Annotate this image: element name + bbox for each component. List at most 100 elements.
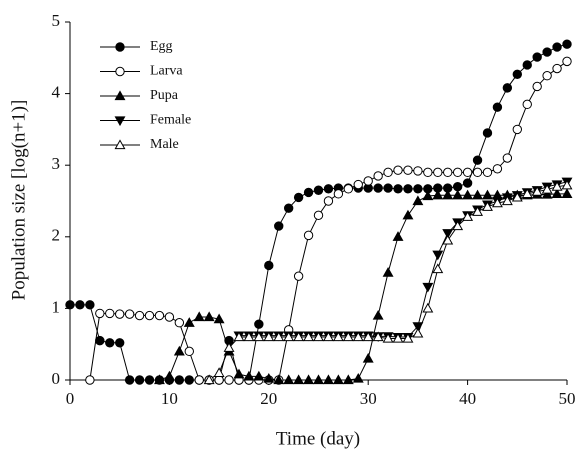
marker	[373, 171, 383, 181]
marker	[183, 317, 195, 327]
marker	[283, 331, 295, 342]
marker	[203, 374, 215, 385]
marker	[95, 335, 105, 346]
marker	[412, 327, 424, 338]
marker	[413, 166, 423, 176]
legend-marker	[115, 42, 125, 52]
marker	[541, 183, 553, 194]
marker	[491, 197, 503, 208]
marker	[413, 184, 423, 194]
marker	[542, 71, 552, 81]
marker	[214, 375, 224, 385]
series-line	[159, 193, 567, 381]
marker	[313, 185, 324, 195]
y-axis-label: Population size [log(n+1)]	[8, 100, 29, 301]
marker	[253, 331, 265, 342]
marker	[472, 167, 483, 178]
marker	[383, 167, 393, 178]
x-tick-label: 50	[559, 389, 576, 408]
marker	[562, 56, 572, 67]
marker	[423, 167, 433, 178]
series-line	[238, 181, 568, 338]
legend-label: Female	[150, 113, 191, 128]
marker	[303, 187, 314, 198]
marker	[333, 189, 344, 199]
marker	[283, 374, 295, 385]
marker	[502, 153, 513, 163]
marker	[422, 282, 434, 293]
marker	[254, 319, 264, 329]
marker	[462, 167, 473, 178]
x-tick-label: 20	[260, 389, 277, 408]
marker	[522, 60, 532, 70]
marker	[452, 181, 463, 192]
marker	[432, 189, 444, 200]
marker	[443, 167, 453, 178]
marker	[512, 124, 522, 135]
marker	[372, 331, 384, 342]
marker	[163, 370, 175, 381]
marker	[313, 331, 324, 342]
marker	[233, 368, 245, 379]
marker	[332, 374, 344, 385]
marker	[373, 183, 383, 193]
marker	[393, 184, 403, 194]
marker	[273, 331, 285, 342]
marker	[184, 346, 194, 357]
marker	[144, 375, 155, 385]
y-tick-label: 5	[52, 11, 61, 30]
marker	[531, 186, 543, 196]
marker	[144, 310, 155, 321]
marker	[263, 331, 275, 342]
marker	[532, 81, 542, 92]
marker	[541, 188, 553, 199]
marker	[402, 209, 414, 220]
marker	[342, 374, 354, 385]
marker	[383, 183, 393, 193]
marker	[422, 190, 434, 201]
marker	[403, 165, 413, 175]
marker	[213, 313, 225, 324]
marker	[362, 331, 374, 342]
marker	[213, 367, 225, 377]
marker	[263, 372, 275, 383]
marker	[273, 374, 285, 385]
marker	[452, 167, 463, 178]
y-tick-label: 0	[52, 369, 61, 388]
marker	[105, 338, 115, 348]
marker	[322, 331, 334, 342]
legend-marker	[114, 116, 126, 127]
y-tick-label: 3	[52, 154, 61, 173]
marker	[75, 300, 85, 310]
marker	[522, 99, 532, 110]
legend-label: Pupa	[150, 88, 179, 103]
marker	[492, 164, 503, 174]
marker	[293, 192, 304, 203]
series-line	[208, 184, 568, 381]
marker	[462, 189, 474, 200]
marker	[492, 102, 503, 112]
marker	[432, 263, 444, 274]
marker	[203, 311, 215, 322]
marker	[233, 331, 245, 342]
x-tick-label: 10	[161, 389, 178, 408]
marker	[482, 128, 493, 138]
marker	[551, 181, 563, 191]
legend-label: Male	[150, 137, 179, 152]
marker	[372, 309, 384, 320]
marker	[432, 250, 444, 261]
marker	[442, 189, 454, 200]
marker	[422, 302, 434, 313]
y-tick-label: 1	[52, 297, 61, 316]
marker	[323, 196, 334, 206]
marker	[482, 167, 493, 178]
marker	[363, 176, 373, 186]
legend-label: Larva	[150, 64, 183, 79]
marker	[501, 195, 513, 206]
marker	[323, 184, 334, 194]
marker	[562, 39, 572, 49]
marker	[164, 312, 175, 322]
marker	[392, 231, 404, 241]
marker	[382, 266, 394, 277]
marker	[352, 372, 364, 383]
